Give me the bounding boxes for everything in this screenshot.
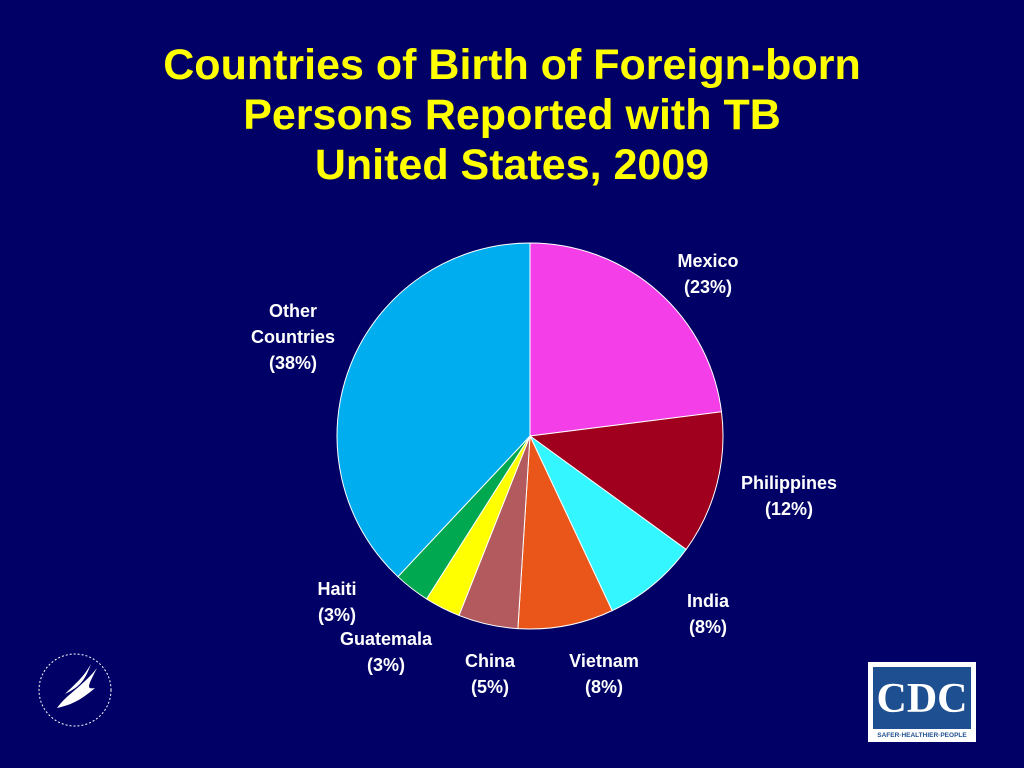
slice-label: Philippines (12%) (719, 470, 859, 522)
category-label: Vietnam (569, 651, 639, 671)
category-label: Other Countries (250, 301, 335, 347)
slice-label: Haiti (3%) (297, 576, 377, 628)
slice-label: Other Countries (38%) (238, 298, 348, 376)
slice-label: Vietnam (8%) (549, 648, 659, 700)
value-label: (3%) (317, 605, 356, 625)
cdc-logo: CDC SAFER·HEALTHIER·PEOPLE (868, 662, 976, 742)
pie-slice (336, 242, 531, 578)
cdc-tagline: SAFER·HEALTHIER·PEOPLE (877, 732, 967, 739)
chart-subtitle: United States, 2009 (314, 141, 710, 189)
value-label: (23%) (683, 277, 732, 297)
category-label: Philippines (740, 473, 837, 493)
category-label: China (464, 651, 515, 671)
category-label: Mexico (677, 251, 739, 271)
pie-slice (528, 411, 724, 551)
value-label: (3%) (366, 655, 405, 675)
category-label: India (686, 591, 729, 611)
value-label: (8%) (688, 617, 727, 637)
title-block: Countries of Birth of Foreign-born Perso… (40, 40, 984, 190)
chart-title: Countries of Birth of Foreign-born Perso… (163, 41, 861, 139)
hhs-seal (38, 653, 112, 727)
pie (336, 242, 724, 630)
category-label: Guatemala (339, 629, 433, 649)
pie-slice (517, 435, 613, 630)
value-label: (8%) (584, 677, 623, 697)
slice-label: Mexico (23%) (648, 248, 768, 300)
pie-slice (529, 242, 723, 437)
value-label: (12%) (764, 499, 813, 519)
value-label: (38%) (268, 353, 317, 373)
value-label: (5%) (470, 677, 509, 697)
slice-label: Guatemala (3%) (321, 626, 451, 678)
slice-label: China (5%) (450, 648, 530, 700)
slice-label: India (8%) (658, 588, 758, 640)
category-label: Haiti (317, 579, 357, 599)
cdc-text: CDC (877, 676, 968, 722)
pie-slice (529, 435, 687, 612)
